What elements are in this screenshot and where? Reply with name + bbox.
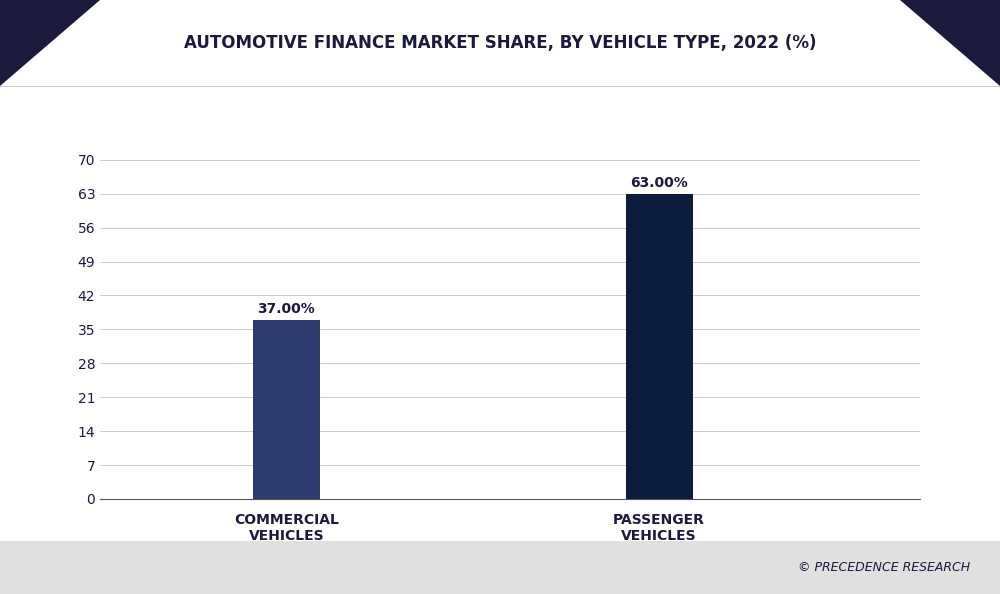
Text: 63.00%: 63.00% (630, 176, 688, 190)
Text: © PRECEDENCE RESEARCH: © PRECEDENCE RESEARCH (798, 561, 970, 574)
Text: 37.00%: 37.00% (257, 302, 315, 316)
Text: AUTOMOTIVE FINANCE MARKET SHARE, BY VEHICLE TYPE, 2022 (%): AUTOMOTIVE FINANCE MARKET SHARE, BY VEHI… (184, 34, 816, 52)
Bar (626, 194, 693, 499)
Bar (253, 320, 320, 499)
